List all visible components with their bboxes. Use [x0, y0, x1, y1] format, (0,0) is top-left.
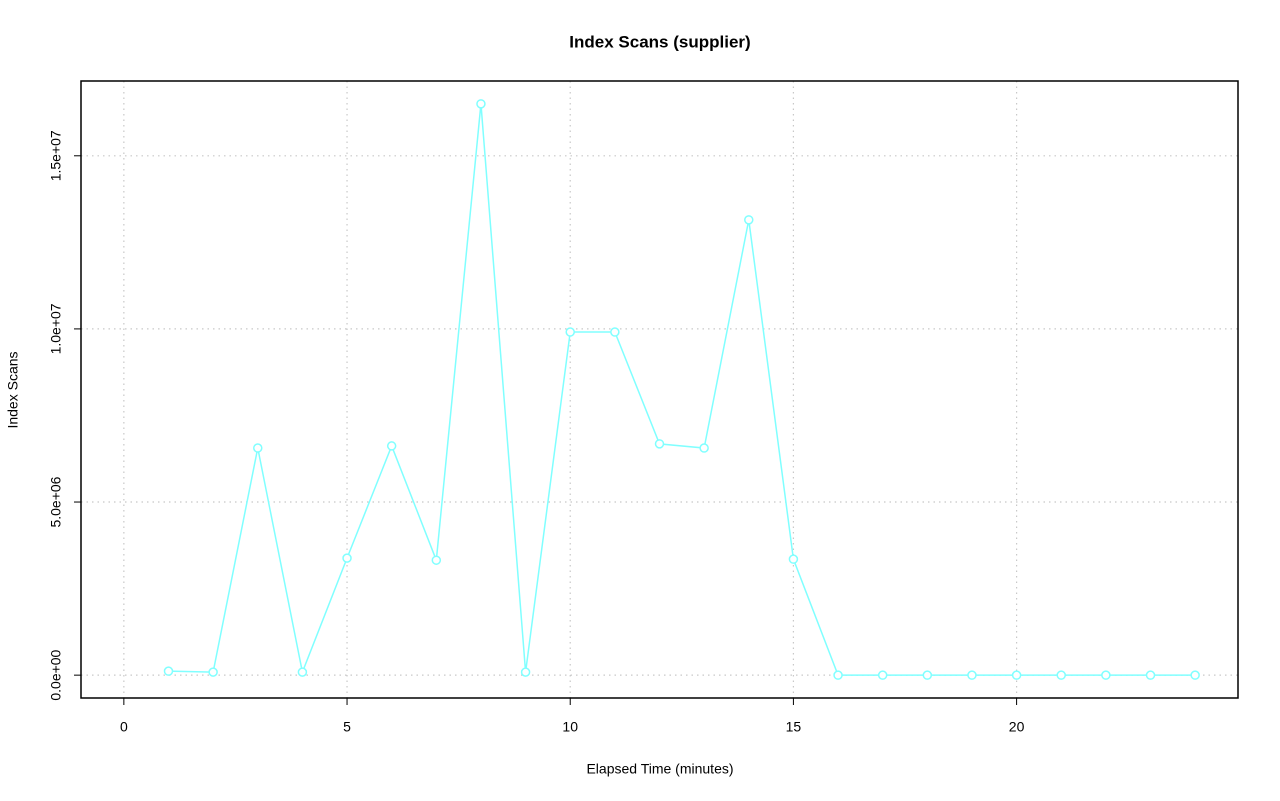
data-point: [788, 554, 799, 564]
series-line: [168, 103, 1196, 676]
data-point: [565, 327, 575, 337]
data-point: [431, 555, 442, 565]
chart-title: Index Scans (supplier): [569, 32, 750, 51]
data-point: [163, 666, 174, 676]
data-point: [1011, 670, 1022, 680]
data-point: [877, 670, 888, 680]
x-tick-label: 5: [343, 719, 351, 735]
data-point: [1190, 670, 1200, 680]
data-point: [699, 443, 709, 453]
data-point: [1056, 670, 1066, 680]
data-point: [342, 553, 352, 563]
data-point: [1101, 670, 1111, 680]
data-point: [967, 670, 977, 680]
data-point: [1145, 670, 1156, 680]
data-point: [297, 667, 308, 677]
data-point: [610, 327, 620, 337]
data-point: [476, 99, 486, 109]
x-tick-label: 10: [562, 719, 578, 735]
x-tick-label: 0: [120, 719, 128, 735]
y-tick-label: 0.0e+00: [48, 649, 64, 700]
x-tick-label: 20: [1009, 719, 1025, 735]
data-point: [386, 441, 397, 451]
data-point: [520, 667, 531, 677]
data-point: [744, 215, 754, 225]
data-point: [208, 667, 218, 677]
plot-frame: [80, 80, 1239, 699]
data-point: [253, 443, 263, 453]
data-point: [654, 439, 665, 449]
data-point: [833, 670, 843, 680]
y-tick-label: 1.5e+07: [48, 130, 64, 181]
data-point: [922, 670, 933, 680]
y-tick-label: 1.0e+07: [48, 303, 64, 354]
y-tick-label: 5.0e+06: [48, 476, 64, 527]
x-tick-label: 15: [786, 719, 802, 735]
y-axis-label: Index Scans: [5, 351, 21, 428]
x-axis-label: Elapsed Time (minutes): [586, 761, 733, 777]
